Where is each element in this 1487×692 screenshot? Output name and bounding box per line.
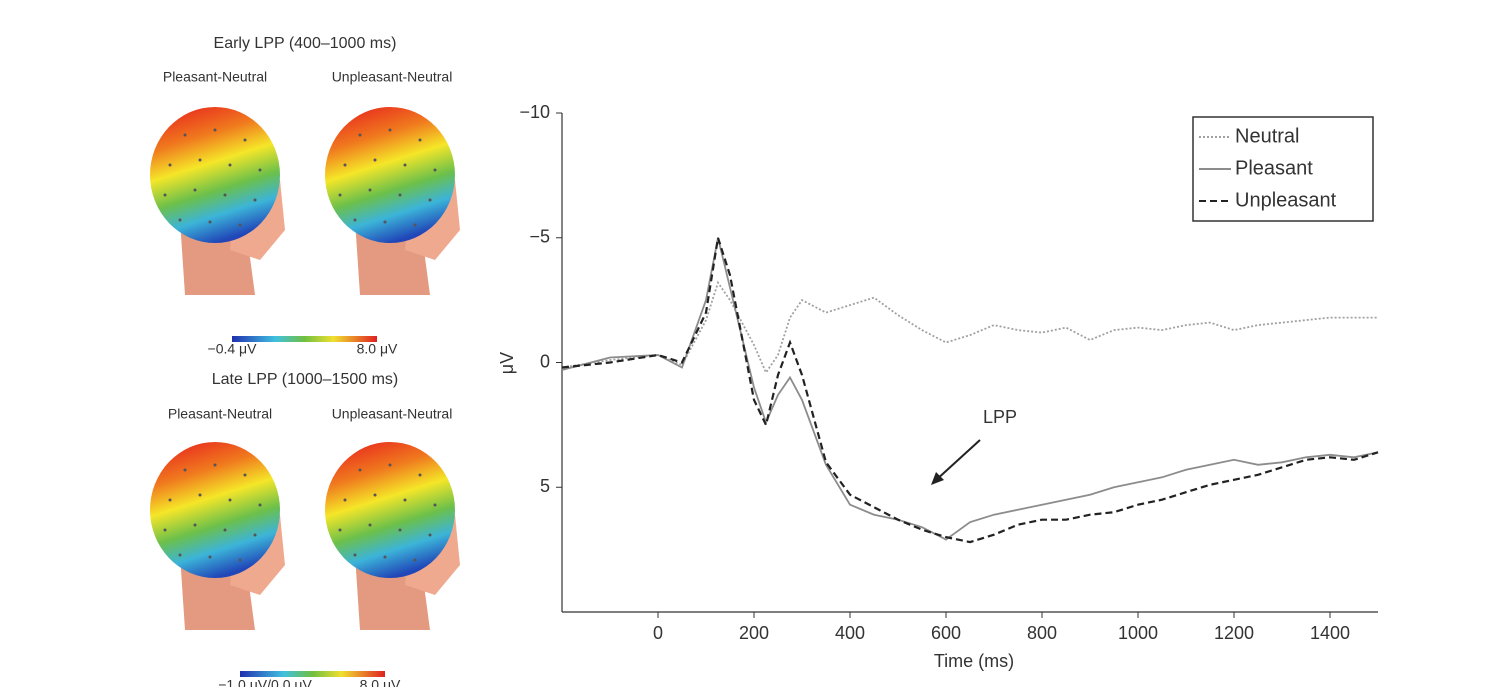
legend: Neutral Pleasant Unpleasant <box>1192 116 1374 222</box>
color-bar-label: −1.0 μV/0.0 μV <box>218 677 312 687</box>
topomap-label: Pleasant-Neutral <box>163 69 267 85</box>
head-map <box>150 107 285 295</box>
color-bar <box>232 336 377 342</box>
x-axis-label: Time (ms) <box>934 651 1014 671</box>
y-tick-label: 0 <box>540 351 550 371</box>
head-map <box>325 107 460 295</box>
topomap-label: Pleasant-Neutral <box>168 406 272 422</box>
head-map <box>150 442 285 630</box>
head-map <box>325 442 460 630</box>
x-tick-label: 1000 <box>1118 623 1158 643</box>
legend-label: Pleasant <box>1235 157 1313 179</box>
y-axis-label: μV <box>497 352 517 374</box>
y-tick-label: 5 <box>540 476 550 496</box>
x-tick-label: 800 <box>1027 623 1057 643</box>
color-bar <box>240 671 385 677</box>
color-bar-label: 8.0 μV <box>360 677 401 687</box>
color-bar-label: −0.4 μV <box>208 341 258 357</box>
topomap-panel: Early LPP (400–1000 ms) Pleasant-Neutral… <box>150 35 460 692</box>
data-line <box>561 237 1379 544</box>
legend-label: Neutral <box>1235 125 1299 147</box>
topomap-title: Late LPP (1000–1500 ms) <box>212 371 399 388</box>
data-line <box>561 237 1379 541</box>
x-tick-label: 400 <box>835 623 865 643</box>
x-tick-label: 1400 <box>1310 623 1350 643</box>
annotation: LPP <box>983 407 1017 427</box>
y-tick-label: −5 <box>529 227 550 247</box>
color-bar-label: 8.0 μV <box>357 341 398 357</box>
annotation-arrow <box>934 439 981 482</box>
x-tick-label: 0 <box>653 623 663 643</box>
annotation-arrowhead <box>931 472 944 485</box>
topomap-title: Early LPP (400–1000 ms) <box>214 35 397 52</box>
x-tick-label: 200 <box>739 623 769 643</box>
topomap-label: Unpleasant-Neutral <box>332 406 453 422</box>
topomap-label: Unpleasant-Neutral <box>332 69 453 85</box>
x-tick-label: 600 <box>931 623 961 643</box>
x-tick-label: 1200 <box>1214 623 1254 643</box>
legend-label: Unpleasant <box>1235 189 1337 211</box>
y-tick-label: −10 <box>519 102 550 122</box>
